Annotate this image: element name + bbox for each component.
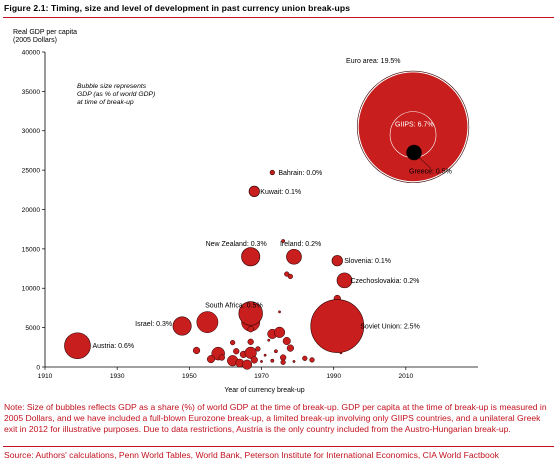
- bubble-point: [309, 357, 315, 363]
- size-legend-line: GDP (as % of world GDP): [77, 91, 155, 98]
- bubble-point: [218, 354, 225, 361]
- bubble-label: GIIPS: 6.7%: [395, 122, 434, 129]
- bubble-label: New Zealand: 0.3%: [206, 241, 267, 248]
- bubble-labeled: [336, 272, 353, 289]
- y-axis-title-line: (2005 Dollars): [13, 37, 57, 44]
- x-tick-label: 1970: [254, 373, 269, 380]
- bubble-point: [242, 359, 253, 370]
- bubble-labeled: [238, 301, 263, 326]
- bubble-point: [247, 338, 254, 345]
- x-tick-label: 1910: [38, 373, 53, 380]
- x-axis-title: Year of currency break-up: [224, 387, 304, 394]
- bubble-point: [274, 349, 278, 354]
- bubble-point: [284, 271, 290, 277]
- bubble-labeled: [331, 255, 343, 267]
- bubble-ring: [356, 70, 470, 183]
- bubble-point: [233, 348, 240, 355]
- y-tick-label: 15000: [22, 246, 41, 253]
- bubble-labeled: [248, 185, 260, 197]
- y-tick-label: 5000: [25, 325, 40, 332]
- bubble-labeled: [406, 144, 422, 161]
- x-tick-label: 1930: [110, 373, 125, 380]
- bubble-labeled: [64, 332, 91, 360]
- bubble-point: [287, 273, 293, 280]
- bubble-label: Czechoslovakia: 0.2%: [350, 278, 419, 285]
- chart-note: Note: Size of bubbles reflects GDP as a …: [4, 402, 547, 434]
- chart-labels: Euro area: 19.5% GIIPS: 6.7% Greece: 0.5% B…: [92, 58, 451, 350]
- bubble-point: [286, 344, 294, 352]
- x-tick-label: 1990: [326, 373, 341, 380]
- y-axis-title-line: Real GDP per capita: [13, 29, 77, 36]
- bubble-point: [280, 359, 286, 365]
- bubble-point: [282, 337, 291, 346]
- bubble-label: South Africa: 0.5%: [205, 302, 263, 309]
- bubble-point: [244, 346, 257, 359]
- bubble-label: Ireland: 0.2%: [280, 241, 321, 248]
- bubble-point: [292, 360, 296, 363]
- bubble-label: Euro area: 19.5%: [346, 58, 400, 65]
- bubble-point: [263, 353, 267, 357]
- figure-title: Figure 2.1: Timing, size and level of de…: [4, 3, 351, 13]
- chart-source: Source: Authors' calculations, Penn Worl…: [4, 450, 499, 460]
- bubble-point: [206, 355, 215, 364]
- bubble-point: [270, 358, 275, 363]
- bubble-labeled: [310, 299, 365, 353]
- y-tick-label: 25000: [22, 168, 41, 175]
- y-tick-label: 30000: [22, 128, 41, 135]
- bubble-point: [192, 346, 201, 355]
- bubble-labeled: [172, 316, 192, 336]
- bubble-point: [247, 326, 254, 333]
- x-tick-label: 1950: [182, 373, 197, 380]
- bubble-point: [260, 360, 263, 363]
- bubble-point: [273, 326, 286, 338]
- size-legend-line: at time of break-up: [77, 99, 134, 106]
- bubble-label: Austria: 0.6%: [92, 343, 134, 350]
- bubble-label: Slovenia: 0.1%: [344, 258, 391, 265]
- chart-bubbles: [64, 70, 470, 370]
- bubble-point: [267, 338, 271, 342]
- bubble-label: Israel: 0.3%: [135, 321, 172, 328]
- bubble-point: [250, 356, 258, 364]
- bubble-labeled: [241, 247, 261, 267]
- bubble-label: Bahrain: 0.0%: [278, 170, 322, 177]
- greece-leader-line: [418, 157, 432, 169]
- bubble-point: [196, 311, 219, 333]
- bubble-labeled: [269, 169, 275, 176]
- bubble-point: [279, 354, 287, 361]
- title-rule: [3, 17, 554, 18]
- bubble-label: Greece: 0.5%: [409, 169, 452, 176]
- bubble-label: Soviet Union: 2.5%: [360, 324, 420, 331]
- y-tick-label: 0: [36, 364, 40, 371]
- y-tick-label: 40000: [22, 49, 41, 56]
- bubble-point: [302, 355, 308, 361]
- bubble-label: Kuwait: 0.1%: [260, 189, 301, 196]
- bubble-point: [230, 339, 236, 346]
- bubble-labeled: [286, 248, 302, 265]
- y-tick-label: 35000: [22, 89, 41, 96]
- bubble-point: [278, 310, 281, 314]
- bubble-point: [281, 239, 286, 243]
- y-tick-label: 10000: [22, 286, 41, 293]
- size-legend-line: Bubble size represents: [77, 83, 147, 90]
- bubble-chart: Real GDP per capita(2005 Dollars) 0 5000 10…: [13, 29, 478, 394]
- bubble-point: [255, 346, 261, 352]
- x-tick-label: 2010: [398, 373, 413, 380]
- chart-axes: Real GDP per capita(2005 Dollars) 0 5000 10…: [13, 29, 478, 394]
- bottom-rule: [3, 446, 554, 447]
- y-tick-label: 20000: [22, 207, 41, 214]
